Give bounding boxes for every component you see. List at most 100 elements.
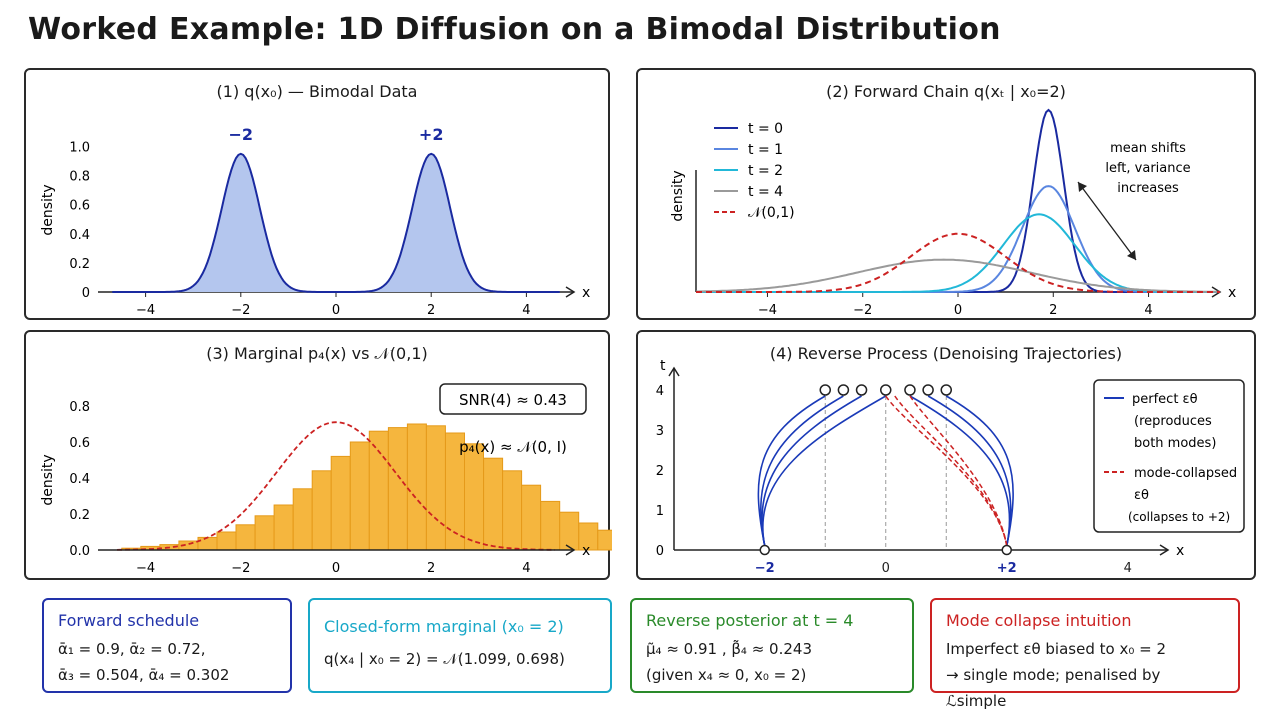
y-tick-label: 1.0 xyxy=(69,141,90,156)
y-tick-label: 0.4 xyxy=(69,228,90,243)
y-tick-label: 0 xyxy=(656,544,664,559)
histogram-bar xyxy=(540,500,561,551)
x-axis-label: x xyxy=(1176,543,1184,559)
y-tick-label: 0.6 xyxy=(69,436,90,451)
x-tick-label: 4 xyxy=(522,303,530,318)
start-point xyxy=(837,384,850,396)
y-tick-label: 0.0 xyxy=(69,544,90,559)
legend-label-collapsed: (collapses to +2) xyxy=(1128,510,1230,524)
mode-label: −2 xyxy=(229,125,254,144)
histogram-bar xyxy=(368,430,389,551)
x-tick-label: −2 xyxy=(231,303,250,318)
x-axis-label: x xyxy=(1228,285,1236,301)
annotation-arrowhead xyxy=(1127,250,1136,260)
histogram-bar xyxy=(292,488,313,551)
panel-title: (2) Forward Chain q(xₜ | x₀=2) xyxy=(826,82,1066,101)
x-axis-arrow xyxy=(565,544,576,556)
series-curve xyxy=(696,258,1220,293)
histogram-bar xyxy=(254,515,275,551)
x-tick-label: 4 xyxy=(1144,303,1152,318)
legend-label-collapsed: mode-collapsed xyxy=(1134,466,1237,481)
alpha-bar-line-1: ᾱ₁ = 0.9, ᾱ₂ = 0.72, xyxy=(58,640,206,658)
panel-title: (4) Reverse Process (Denoising Trajector… xyxy=(769,344,1123,363)
annotation-text: mean shifts xyxy=(1110,141,1186,156)
x-tick-label: 2 xyxy=(427,303,435,318)
x-tick-label: −2 xyxy=(231,561,250,576)
histogram-bar xyxy=(330,455,351,551)
x-tick-label: 0 xyxy=(954,303,962,318)
forward-chain-chart: x density −4 −2 0 2 4 t = 0 t = 1 t = 2 t = 4 𝒩(0,1… xyxy=(670,108,1236,318)
perfect-trajectory xyxy=(757,395,826,547)
start-point xyxy=(880,384,892,396)
x-tick-label: −4 xyxy=(136,561,155,576)
panel-bimodal-data: (1) q(x₀) — Bimodal Data x density 0 0.2 0.4… xyxy=(24,68,610,320)
y-tick-label: 1 xyxy=(656,504,664,519)
histogram-bar xyxy=(216,531,237,551)
x-tick-label: 2 xyxy=(1049,303,1057,318)
panel-reverse-process: (4) Reverse Process (Denoising Trajector… xyxy=(636,330,1256,580)
perfect-trajectory xyxy=(945,395,1014,547)
histogram-bar xyxy=(273,504,294,551)
perfect-trajectory xyxy=(760,395,844,547)
annotation-arrow xyxy=(1077,181,1137,261)
legend-label: t = 0 xyxy=(748,121,783,137)
legend-label-collapsed: εθ xyxy=(1134,488,1149,503)
legend-label: t = 1 xyxy=(748,142,783,158)
mode-label: +2 xyxy=(419,125,444,144)
closed-form-heading: Closed-form marginal (x₀ = 2) xyxy=(324,617,564,636)
histogram-bar xyxy=(597,529,612,551)
y-axis-label: density xyxy=(670,170,686,221)
annotation-text: left, variance xyxy=(1105,161,1190,176)
x-tick-label: −2 xyxy=(755,561,775,576)
approx-normal-text: p₄(x) ≈ 𝒩(0, I) xyxy=(459,438,567,456)
panel-title: (3) Marginal p₄(x) vs 𝒩(0,1) xyxy=(206,344,428,363)
mode-collapse-line-2: → single mode; penalised by ℒsimple xyxy=(946,666,1161,710)
histogram-bar xyxy=(521,484,542,551)
x-axis-arrow xyxy=(565,286,576,298)
histogram-bar xyxy=(197,536,218,551)
mode-collapse-box: Mode collapse intuition Imperfect εθ bia… xyxy=(930,598,1240,710)
series-curve xyxy=(696,185,1220,293)
annotation-text: increases xyxy=(1117,181,1179,196)
reverse-posterior-heading: Reverse posterior at t = 4 xyxy=(646,611,854,630)
x-tick-label: 0 xyxy=(882,561,890,576)
density-area xyxy=(112,153,560,292)
collapsed-trajectory xyxy=(885,395,1008,547)
series-curve xyxy=(696,232,1220,293)
series-curve xyxy=(696,213,1220,293)
reverse-trajectories-chart: x t 0 1 2 3 4 −2 0 +2 4 perfect εθ (reproduces both m… xyxy=(656,358,1245,576)
x-tick-label: −4 xyxy=(136,303,155,318)
mode-collapse-heading: Mode collapse intuition xyxy=(946,611,1132,630)
histogram-bar xyxy=(311,470,332,551)
y-tick-label: 0.2 xyxy=(69,508,90,523)
x-tick-label: −4 xyxy=(758,303,777,318)
endpoint-marker xyxy=(1001,544,1012,556)
y-tick-label: 2 xyxy=(656,464,664,479)
start-point xyxy=(904,384,916,396)
y-tick-label: 4 xyxy=(656,384,664,399)
x-tick-label: 0 xyxy=(332,303,340,318)
legend-label-perfect: perfect εθ xyxy=(1132,392,1198,407)
endpoint-marker xyxy=(759,544,770,556)
panel-forward-chain: (2) Forward Chain q(xₜ | x₀=2) x density −… xyxy=(636,68,1256,320)
y-tick-label: 0.6 xyxy=(69,199,90,214)
histogram-bar xyxy=(464,443,484,551)
x-axis-label: x xyxy=(582,285,590,301)
closed-form-box: Closed-form marginal (x₀ = 2) q(x₄ | x₀ … xyxy=(308,598,612,693)
annotation-arrowhead xyxy=(1078,182,1087,192)
mode-collapse-line-1: Imperfect εθ biased to x₀ = 2 xyxy=(946,640,1166,658)
legend-label: 𝒩(0,1) xyxy=(748,205,795,221)
perfect-trajectory xyxy=(761,395,862,547)
legend-label: t = 4 xyxy=(748,184,783,200)
histogram-bar xyxy=(425,425,446,551)
y-axis-label: t xyxy=(660,358,666,374)
normal-reference-curve xyxy=(116,421,556,551)
y-tick-label: 0.4 xyxy=(69,472,90,487)
legend-box xyxy=(1093,379,1245,533)
histogram-bar xyxy=(483,457,504,551)
start-point xyxy=(940,384,952,396)
perfect-trajectory xyxy=(927,395,1012,547)
alpha-bar-line-2: ᾱ₃ = 0.504, ᾱ₄ = 0.302 xyxy=(58,666,230,684)
y-tick-label: 0.8 xyxy=(69,170,90,185)
x-axis-label: x xyxy=(582,543,590,559)
